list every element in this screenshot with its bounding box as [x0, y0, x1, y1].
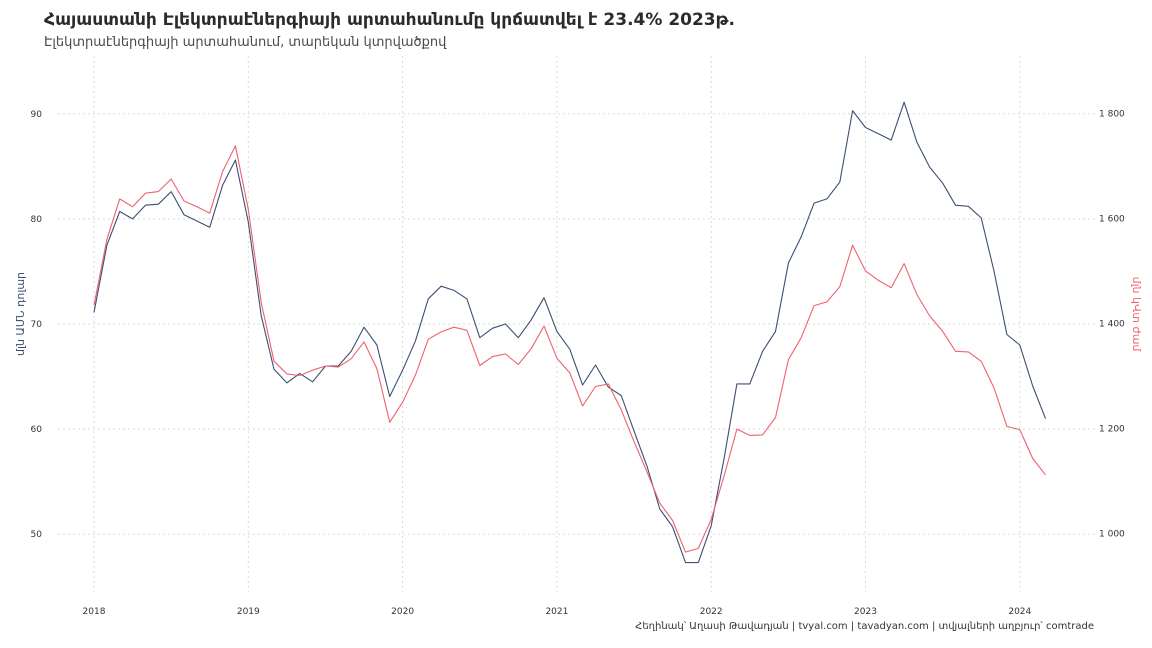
chart-subtitle: Էլեկտրաէներգիայի արտահանում, տարեկան կտր… — [44, 35, 447, 50]
left-axis-label: մլն ԱՄՆ դոլար — [14, 272, 27, 356]
x-tick-label: 2018 — [83, 607, 106, 617]
right-axis-ticks: 1 000 1 200 1 400 1 600 1 800 — [1099, 109, 1125, 539]
chart-caption: Հեղինակ՝ Աղասի Թավադյան | tvyal.com | ta… — [635, 621, 1094, 632]
series-line-usd — [93, 101, 1047, 564]
right-tick-label: 1 200 — [1099, 425, 1125, 435]
right-tick-label: 1 800 — [1099, 109, 1125, 119]
left-tick-label: 70 — [31, 320, 43, 330]
series-lines — [93, 101, 1047, 564]
left-tick-label: 60 — [31, 425, 43, 435]
x-tick-label: 2023 — [854, 607, 877, 617]
series-line-kwh — [93, 145, 1046, 553]
x-tick-label: 2019 — [237, 607, 260, 617]
right-tick-label: 1 400 — [1099, 319, 1125, 329]
left-tick-label: 90 — [31, 110, 43, 120]
right-tick-label: 1 600 — [1099, 214, 1125, 224]
chart-title: Հայաստանի Էլեկտրաէներգիայի արտահանումը կ… — [44, 10, 735, 30]
grid — [58, 56, 1095, 592]
right-axis-label: մլն կՎտ ժամ — [1130, 277, 1143, 353]
left-axis-ticks: 50 60 70 80 90 — [31, 110, 43, 540]
left-tick-label: 50 — [31, 530, 43, 540]
x-tick-label: 2024 — [1008, 607, 1031, 617]
right-tick-label: 1 000 — [1099, 530, 1125, 540]
x-tick-label: 2022 — [700, 607, 723, 617]
x-axis-ticks: 2018 2019 2020 2021 2022 2023 2024 — [83, 607, 1032, 617]
x-tick-label: 2021 — [545, 607, 568, 617]
x-tick-label: 2020 — [391, 607, 414, 617]
left-tick-label: 80 — [31, 215, 43, 225]
